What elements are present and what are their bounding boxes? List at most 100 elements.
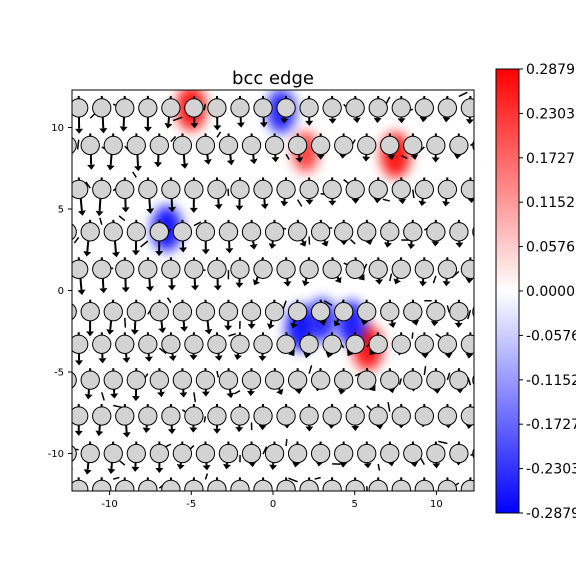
small-arrow (469, 142, 474, 147)
atom (403, 222, 423, 242)
atom (414, 406, 434, 426)
atom (230, 479, 250, 491)
atom (334, 370, 354, 390)
x-tick-label: -10 (101, 499, 117, 510)
atom (322, 406, 342, 426)
atom (161, 334, 181, 354)
atom (230, 334, 250, 354)
atom (126, 370, 146, 390)
atom (403, 135, 423, 156)
atom (161, 98, 181, 118)
atom (253, 98, 273, 118)
atom (72, 223, 77, 241)
atom (149, 370, 169, 390)
atom (345, 259, 365, 279)
atom (207, 179, 227, 200)
small-arrow (412, 189, 415, 199)
displacement-arrow (53, 404, 61, 438)
atom (103, 443, 123, 464)
atom (72, 334, 89, 354)
small-arrow (203, 103, 207, 111)
atom (449, 135, 469, 156)
atom (299, 98, 319, 118)
atom (253, 479, 273, 491)
chart-title: bcc edge (232, 68, 314, 89)
atom (368, 406, 388, 426)
atom (47, 407, 65, 425)
atom (437, 98, 458, 118)
small-arrow (99, 217, 103, 225)
atom (334, 222, 354, 242)
atom (195, 302, 216, 322)
x-tick-label: 5 (352, 499, 358, 510)
atom (460, 406, 474, 426)
small-arrow (285, 153, 290, 160)
atom (426, 302, 446, 322)
small-arrow (479, 120, 482, 127)
atom (264, 302, 285, 322)
atom (264, 443, 285, 464)
atom (241, 302, 262, 322)
small-arrow (488, 304, 493, 307)
small-arrow (119, 460, 126, 466)
displacement-arrow (477, 368, 485, 391)
atom (195, 370, 216, 390)
atom (103, 370, 123, 390)
atom (437, 406, 458, 426)
colorbar-tick-label: -0.1727 (526, 417, 576, 433)
atom (357, 443, 377, 464)
atom (334, 135, 354, 156)
atom (449, 302, 469, 322)
atom (264, 222, 285, 242)
atom (80, 370, 100, 390)
atom (47, 180, 65, 198)
atom (138, 259, 158, 279)
atom (253, 179, 273, 200)
small-arrow (288, 477, 298, 483)
small-arrow (262, 446, 268, 455)
atom (472, 306, 474, 318)
small-arrow (400, 154, 408, 160)
atom (184, 98, 204, 118)
atom (207, 98, 227, 118)
atom (437, 479, 458, 491)
atom (357, 302, 377, 322)
atom (299, 179, 319, 200)
atom (403, 302, 423, 322)
small-arrow (67, 499, 74, 500)
atom (368, 479, 388, 491)
atom (207, 406, 227, 426)
atom (207, 334, 227, 354)
atom (322, 334, 342, 354)
colorbar-tick-label: 0.2303 (526, 106, 575, 122)
colorbar-tick-label: -0.2303 (526, 462, 576, 478)
atom (460, 259, 474, 279)
atom (334, 443, 354, 464)
atom (161, 479, 181, 491)
atom (276, 406, 296, 426)
atom (149, 302, 169, 322)
atom (218, 222, 239, 242)
atom (299, 406, 319, 426)
atom (449, 370, 469, 390)
y-tick-label: 5 (58, 204, 64, 215)
small-arrow (398, 378, 403, 386)
atom (241, 443, 262, 464)
small-arrow (228, 333, 236, 337)
atom (149, 135, 169, 156)
x-tick-label: 0 (270, 499, 276, 510)
small-arrow (158, 347, 167, 355)
atom (126, 443, 146, 464)
atom (380, 443, 400, 464)
atom (276, 334, 296, 354)
atom (207, 259, 227, 279)
atom (47, 480, 65, 498)
atom (287, 302, 308, 322)
atom (103, 222, 123, 242)
small-arrow (350, 239, 356, 245)
small-arrow (420, 458, 425, 465)
y-tick-label: 10 (51, 123, 64, 134)
atom (472, 139, 474, 151)
atom (264, 370, 285, 390)
atom (472, 374, 474, 386)
